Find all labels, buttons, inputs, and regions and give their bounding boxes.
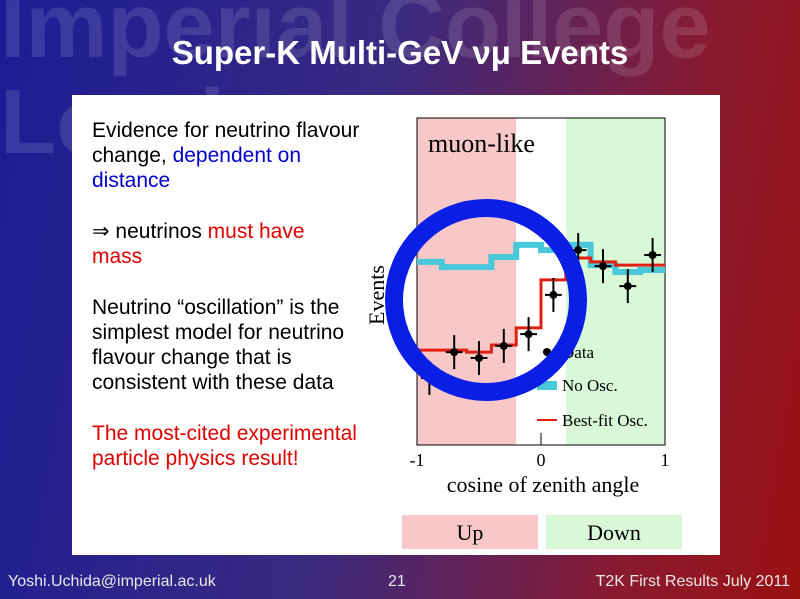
text-block: Evidence for neutrino flavour change, de…	[92, 118, 360, 497]
page-number: 21	[388, 573, 406, 590]
data-point	[549, 290, 558, 299]
footer-email: Yoshi.Uchida@imperial.ac.uk	[8, 573, 216, 590]
y-axis-label: Events	[364, 265, 389, 325]
data-point	[648, 251, 657, 260]
data-point	[574, 246, 583, 255]
step-line	[417, 241, 665, 276]
paragraph: ⇒ neutrinos must have mass	[92, 219, 360, 269]
region-label: Up	[457, 520, 484, 545]
region-label-box	[402, 515, 538, 549]
data-point	[475, 354, 483, 363]
paragraph: Evidence for neutrino flavour change, de…	[92, 118, 360, 193]
region-label: Down	[587, 520, 641, 545]
region-label-box	[546, 515, 682, 549]
data-point	[599, 262, 607, 271]
x-axis-label: cosine of zenith angle	[447, 472, 639, 497]
step-line	[417, 256, 665, 354]
data-point	[499, 341, 508, 350]
data-point	[524, 330, 533, 339]
legend-swatch	[543, 348, 551, 356]
paragraph: The most-cited experimental particle phy…	[92, 421, 360, 471]
watermark-line: Imperial College	[0, 0, 711, 77]
highlight-circle	[385, 199, 587, 401]
data-point	[623, 282, 632, 291]
text-segment: The most-cited experimental particle phy…	[92, 422, 357, 470]
x-tick-label: 0	[537, 450, 546, 470]
legend-label: No Osc.	[562, 376, 618, 395]
text-segment: ⇒ neutrinos	[92, 220, 208, 243]
legend-swatch	[537, 381, 557, 390]
text-segment: dependent on distance	[92, 144, 302, 192]
footer-event: T2K First Results July 2011	[595, 573, 790, 590]
text-segment: Evidence for neutrino flavour change,	[92, 119, 360, 167]
text-segment: Neutrino “oscillation” is the simplest m…	[92, 296, 345, 394]
x-tick-label: 1	[661, 450, 670, 470]
slide-title: Super-K Multi-GeV νμ Events	[171, 34, 629, 71]
paragraph: Neutrino “oscillation” is the simplest m…	[92, 295, 360, 395]
text-segment: must have mass	[92, 220, 305, 268]
data-point	[450, 348, 459, 357]
x-tick-label: -1	[410, 450, 425, 470]
legend-label: Best-fit Osc.	[562, 411, 648, 430]
annotation: muon-like	[428, 129, 535, 158]
